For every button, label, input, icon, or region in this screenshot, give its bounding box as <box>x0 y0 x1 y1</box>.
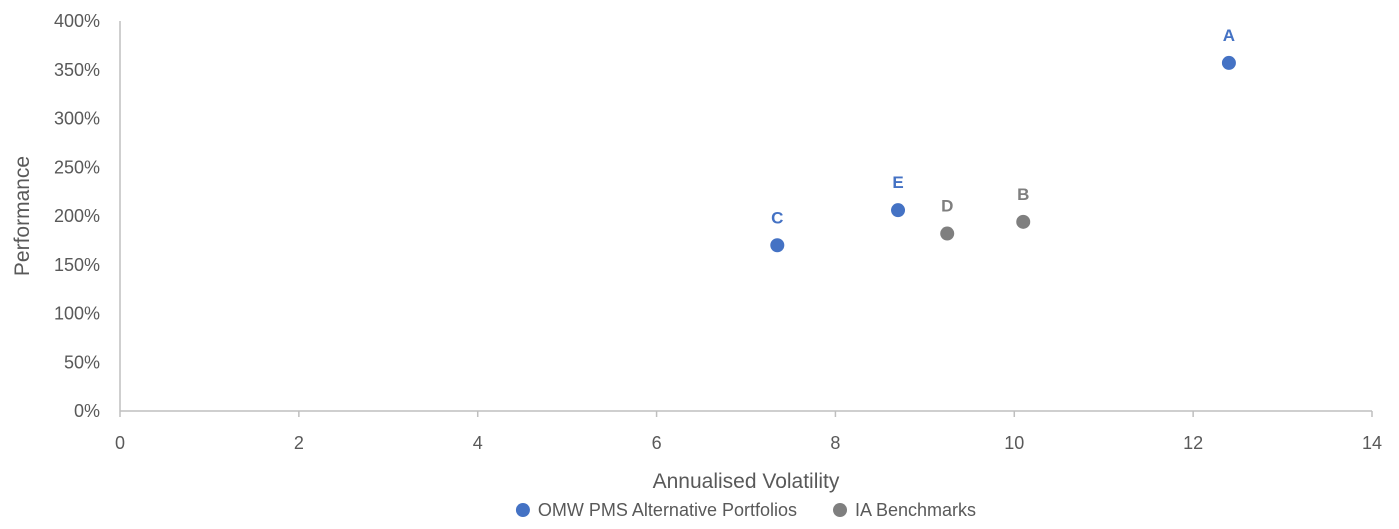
x-tick-label: 4 <box>473 433 483 453</box>
point-labels: A C E D B <box>771 26 1235 227</box>
x-tick-label: 2 <box>294 433 304 453</box>
y-axis-title: Performance <box>11 156 34 276</box>
x-tick-label: 14 <box>1362 433 1382 453</box>
data-label: A <box>1223 26 1235 45</box>
legend-item: IA Benchmarks <box>833 500 976 520</box>
y-tick-label: 150% <box>54 255 100 275</box>
x-axis-title: Annualised Volatility <box>653 470 840 493</box>
y-tick-label: 250% <box>54 157 100 177</box>
legend-label: IA Benchmarks <box>855 500 976 520</box>
x-tick-label: 0 <box>115 433 125 453</box>
y-tick-label: 400% <box>54 11 100 31</box>
x-tick-label: 10 <box>1004 433 1024 453</box>
y-tick-label: 0% <box>74 401 100 421</box>
legend: OMW PMS Alternative Portfolios IA Benchma… <box>515 500 976 520</box>
data-point <box>891 203 906 218</box>
data-label: C <box>771 208 783 227</box>
data-point <box>1016 214 1031 229</box>
data-label: E <box>892 173 903 192</box>
y-tick-label: 100% <box>54 304 100 324</box>
y-tick-label: 300% <box>54 109 100 129</box>
x-tick-label: 12 <box>1183 433 1203 453</box>
legend-marker <box>833 503 848 517</box>
data-label: B <box>1017 185 1029 204</box>
y-tick-label: 350% <box>54 60 100 80</box>
legend-item: OMW PMS Alternative Portfolios <box>515 500 797 520</box>
axes <box>119 21 1373 417</box>
x-tick-label: 8 <box>830 433 840 453</box>
legend-marker <box>515 503 530 517</box>
data-points <box>770 55 1236 253</box>
data-point <box>1221 55 1236 70</box>
data-label: D <box>941 197 953 216</box>
legend-label: OMW PMS Alternative Portfolios <box>538 500 797 520</box>
data-point <box>940 226 955 241</box>
x-tick-label: 6 <box>652 433 662 453</box>
data-point <box>770 238 785 253</box>
y-tick-label: 50% <box>64 352 100 372</box>
tick-labels: 0 2 4 6 8 10 12 14 0% 50% 100% 150% 200% 250% 300% 350%… <box>54 11 1382 453</box>
y-tick-label: 200% <box>54 206 100 226</box>
